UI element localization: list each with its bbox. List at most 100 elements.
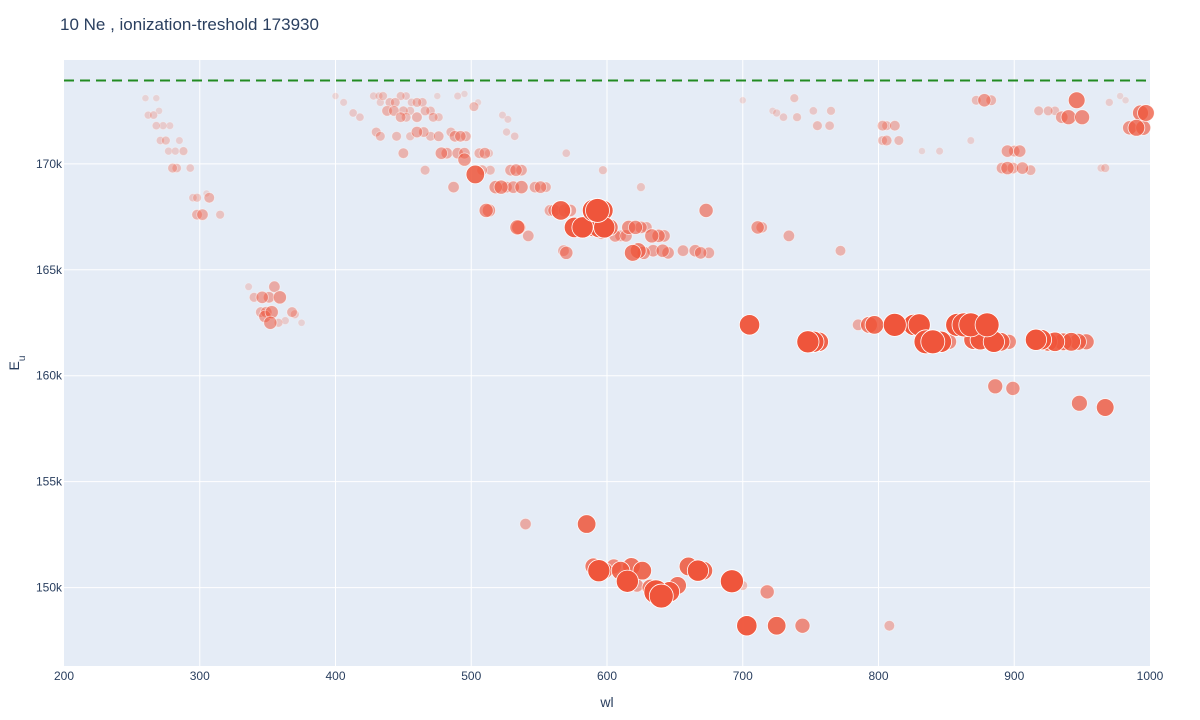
- data-point: [514, 180, 529, 195]
- data-point: [411, 111, 423, 123]
- data-point: [1071, 394, 1088, 412]
- data-point: [478, 202, 494, 218]
- data-point: [355, 112, 365, 122]
- data-point: [864, 315, 885, 335]
- data-point: [698, 202, 714, 218]
- data-point: [778, 112, 788, 122]
- data-point: [171, 146, 180, 156]
- data-point: [161, 135, 171, 146]
- data-point: [587, 559, 611, 583]
- data-point: [559, 245, 574, 260]
- data-point: [935, 146, 944, 156]
- data-point: [151, 121, 161, 131]
- data-point: [987, 378, 1004, 395]
- data-point: [141, 94, 150, 102]
- data-point: [428, 112, 439, 123]
- data-point: [736, 615, 758, 637]
- scatter-markers: [141, 90, 1155, 637]
- data-point: [374, 91, 384, 101]
- data-point: [738, 314, 761, 336]
- data-point: [410, 125, 424, 139]
- data-point: [167, 162, 178, 174]
- data-point: [808, 106, 818, 116]
- data-point: [268, 280, 281, 293]
- data-point: [719, 569, 744, 594]
- data-point: [834, 245, 847, 257]
- data-point: [812, 120, 823, 131]
- data-point: [1074, 109, 1091, 126]
- data-point: [1116, 92, 1124, 100]
- data-point: [632, 560, 652, 581]
- data-point: [286, 306, 298, 318]
- x-axis-ticks: 200 300 400 500 600 700 800 900 1000: [54, 669, 1164, 683]
- data-point: [400, 112, 412, 123]
- x-tick-label: 300: [190, 669, 210, 683]
- data-point: [425, 131, 436, 142]
- data-point: [648, 583, 674, 609]
- data-point: [598, 165, 608, 175]
- data-point: [454, 130, 467, 143]
- data-point: [509, 163, 523, 177]
- data-point: [738, 96, 747, 105]
- data-point: [974, 312, 1000, 338]
- data-point: [515, 164, 528, 177]
- data-point: [750, 220, 765, 235]
- data-point: [519, 517, 532, 531]
- data-point: [202, 189, 211, 198]
- x-tick-label: 200: [54, 669, 74, 683]
- y-tick-label: 170k: [36, 157, 63, 171]
- data-point: [1095, 398, 1115, 417]
- data-point: [440, 147, 453, 160]
- data-point: [824, 120, 835, 131]
- data-point: [918, 147, 926, 155]
- data-point: [447, 181, 460, 194]
- x-tick-label: 700: [733, 669, 753, 683]
- data-point: [686, 559, 710, 582]
- data-point: [152, 94, 161, 102]
- data-point: [977, 93, 992, 108]
- data-point: [533, 180, 548, 194]
- data-point: [766, 616, 787, 636]
- data-point: [371, 126, 382, 138]
- data-point: [1024, 164, 1037, 176]
- data-point: [381, 105, 393, 117]
- data-point: [171, 163, 182, 174]
- data-point: [395, 91, 406, 101]
- data-point: [1127, 119, 1146, 137]
- x-tick-label: 1000: [1137, 669, 1164, 683]
- data-point: [203, 192, 215, 204]
- y-axis-ticks: 150k 155k 160k 165k 170k: [36, 157, 63, 595]
- data-point: [1005, 380, 1021, 396]
- data-point: [390, 97, 401, 108]
- data-point: [164, 146, 173, 156]
- data-point: [478, 147, 491, 160]
- data-point: [155, 106, 163, 115]
- data-point: [1008, 145, 1021, 158]
- data-point: [297, 318, 306, 327]
- data-point: [411, 97, 423, 108]
- data-point: [378, 91, 388, 101]
- data-point: [215, 209, 225, 220]
- data-point: [1000, 161, 1015, 176]
- data-point: [1137, 104, 1155, 122]
- data-point: [1096, 163, 1106, 173]
- data-point: [375, 98, 385, 107]
- data-point: [676, 244, 690, 257]
- data-point: [474, 98, 482, 107]
- data-point: [893, 135, 905, 146]
- data-point: [768, 106, 777, 115]
- data-point: [789, 93, 800, 103]
- data-point: [503, 115, 513, 124]
- y-axis-title-main: E: [6, 361, 22, 370]
- data-point: [522, 229, 535, 242]
- y-axis-title: Eu: [6, 356, 28, 371]
- data-point: [876, 120, 889, 132]
- data-point: [143, 110, 153, 120]
- data-point: [644, 228, 660, 244]
- data-point: [280, 316, 290, 325]
- data-point: [375, 131, 386, 142]
- data-point: [796, 330, 820, 354]
- data-point: [263, 315, 278, 330]
- data-point: [889, 120, 901, 132]
- data-point: [509, 219, 526, 236]
